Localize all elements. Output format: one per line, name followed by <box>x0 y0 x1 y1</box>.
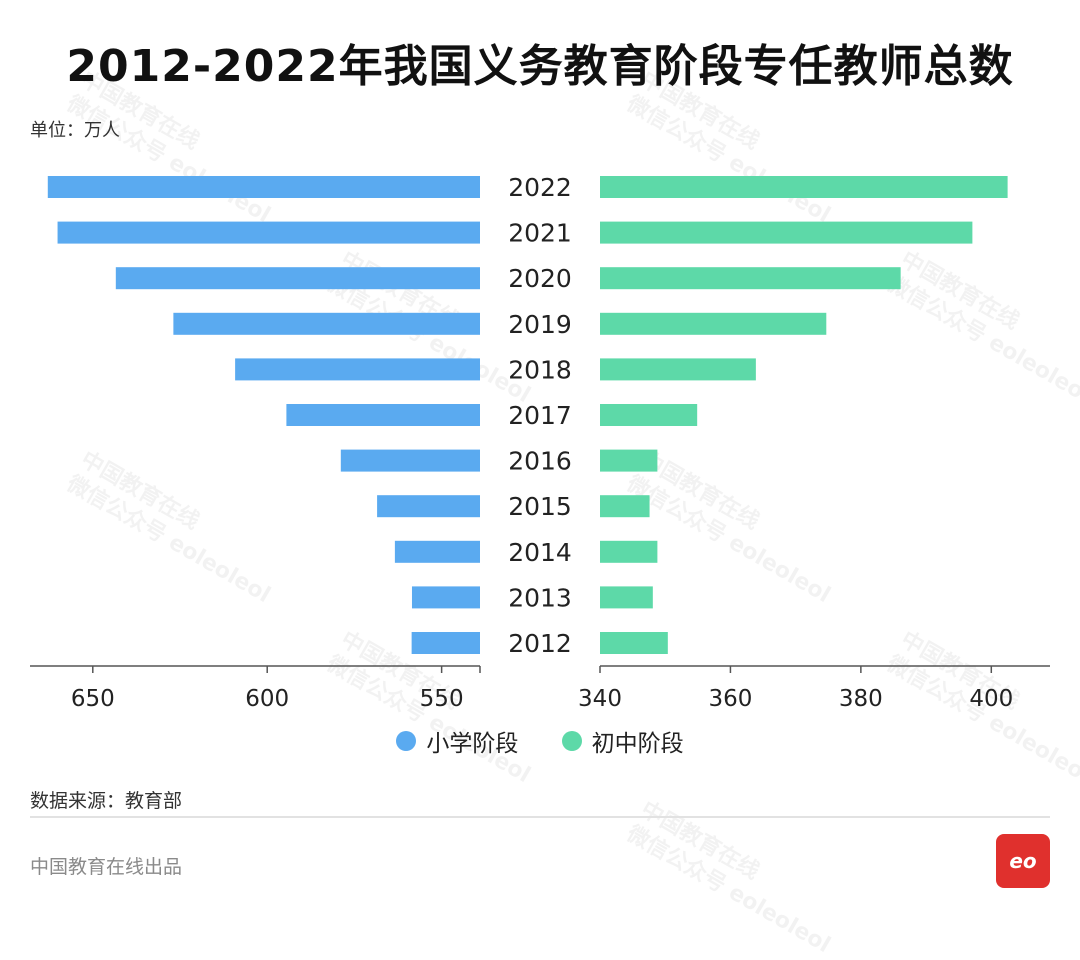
bar-middle-2014 <box>600 540 658 563</box>
legend-label-primary: 小学阶段 <box>426 731 519 757</box>
unit-label: 单位：万人 <box>30 120 120 141</box>
bar-middle-2012 <box>600 632 668 654</box>
year-label-2020: 2020 <box>508 264 572 293</box>
year-label-2014: 2014 <box>508 538 572 567</box>
bar-primary-2015 <box>377 495 480 518</box>
legend-swatch-middle <box>561 731 582 751</box>
bar-primary-2018 <box>235 358 480 381</box>
legend-item-primary: 小学阶段 <box>396 724 518 758</box>
tick-label-primary-550: 550 <box>420 686 464 712</box>
footer-credit: 中国教育在线出品 <box>30 856 183 878</box>
chart-title: 2012-2022年我国义务教育阶段专任教师总数 <box>66 41 1014 92</box>
year-label-2013: 2013 <box>508 583 572 612</box>
divider <box>30 816 1050 818</box>
bar-middle-2020 <box>600 267 901 290</box>
bar-primary-2022 <box>47 176 480 198</box>
legend-swatch-primary <box>396 731 417 751</box>
bar-primary-2013 <box>411 586 480 609</box>
tick-label-middle-400: 400 <box>969 686 1013 712</box>
tick-label-middle-360: 360 <box>708 686 752 712</box>
year-label-2012: 2012 <box>508 629 572 658</box>
bar-middle-2016 <box>600 449 658 472</box>
bar-middle-2017 <box>600 404 698 426</box>
bar-primary-2014 <box>394 540 480 563</box>
bar-middle-2013 <box>600 586 653 609</box>
tick-label-middle-340: 340 <box>578 686 622 712</box>
bar-primary-2017 <box>286 404 480 426</box>
bar-middle-2018 <box>600 358 756 381</box>
year-label-2022: 2022 <box>508 173 572 202</box>
bar-primary-2019 <box>173 312 481 335</box>
legend: 小学阶段 初中阶段 <box>0 724 1080 758</box>
bar-primary-2021 <box>57 221 481 244</box>
data-source: 数据来源：教育部 <box>30 790 183 812</box>
tick-label-primary-650: 650 <box>71 686 115 712</box>
year-label-2019: 2019 <box>508 310 572 339</box>
bar-middle-2015 <box>600 495 650 518</box>
bar-primary-2012 <box>411 632 480 654</box>
year-label-2018: 2018 <box>508 355 572 384</box>
legend-label-middle: 初中阶段 <box>591 731 684 757</box>
bar-middle-2021 <box>600 221 973 244</box>
bar-middle-2022 <box>600 176 1008 198</box>
legend-item-middle: 初中阶段 <box>561 724 684 758</box>
year-label-2017: 2017 <box>508 401 572 430</box>
butterfly-bar-chart: 2022 2021 2020 2019 2018 2017 2016 2015 2014 2013… <box>30 173 1050 712</box>
year-label-2016: 2016 <box>508 447 572 476</box>
bar-primary-2016 <box>340 449 480 472</box>
brand-logo: eo <box>996 834 1050 888</box>
tick-label-primary-600: 600 <box>245 686 289 712</box>
bar-primary-2020 <box>115 267 480 290</box>
year-label-2015: 2015 <box>508 492 572 521</box>
tick-label-middle-380: 380 <box>839 686 883 712</box>
bar-middle-2019 <box>600 312 827 335</box>
year-label-2021: 2021 <box>508 219 572 248</box>
